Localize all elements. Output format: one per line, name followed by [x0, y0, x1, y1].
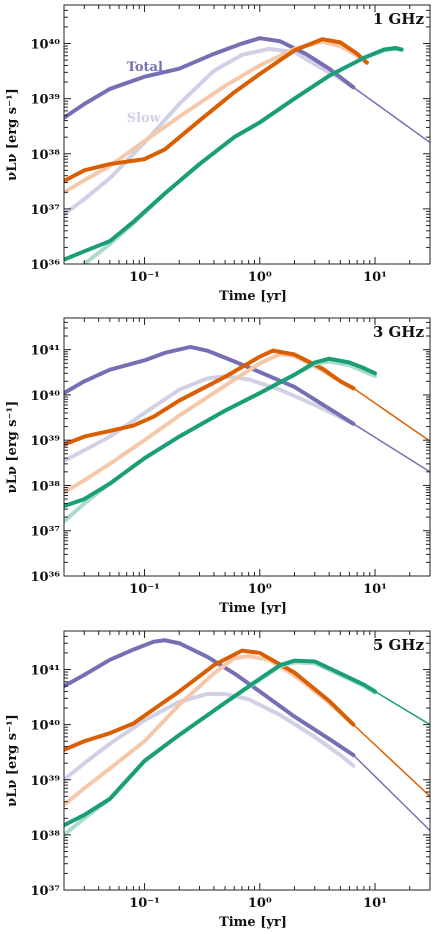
x-tick-label: 10⁻¹: [129, 582, 160, 597]
x-tick-label: 10⁻¹: [129, 270, 160, 285]
x-tick-label: 10⁰: [248, 270, 272, 285]
x-axis-label: Time [yr]: [219, 915, 287, 930]
plot-frame: [63, 630, 431, 891]
y-tick-label: 10³⁸: [31, 479, 61, 494]
y-tick-label: 10³⁶: [31, 570, 61, 585]
y-axis-label: νLν [erg s⁻¹]: [5, 714, 20, 807]
series-group: [64, 344, 430, 524]
plot-frame: [63, 4, 431, 265]
y-tick-label: 10⁴⁰: [31, 389, 61, 404]
y-tick-label: 10³⁶: [31, 258, 61, 273]
y-tick-label: 10⁴⁰: [31, 38, 61, 53]
y-tick-label: 10³⁸: [31, 829, 61, 844]
y-tick-label: 10³⁷: [31, 203, 61, 218]
y-tick-label: 10⁴¹: [31, 344, 60, 359]
x-tick-label: 10¹: [363, 582, 387, 597]
y-axis-label: νLν [erg s⁻¹]: [5, 401, 20, 494]
tick-marks: [63, 630, 431, 891]
panel-title: 3 GHz: [373, 323, 425, 341]
y-tick-label: 10³⁹: [31, 93, 61, 108]
series-line-orange: [64, 37, 369, 184]
x-tick-label: 10⁻¹: [129, 896, 160, 911]
x-axis-label: Time [yr]: [219, 601, 287, 616]
tick-marks: [63, 317, 431, 577]
y-tick-label: 10³⁹: [31, 774, 61, 789]
series-group: [64, 638, 430, 837]
y-tick-label: 10³⁷: [31, 525, 61, 540]
series-line-fast: [352, 754, 430, 832]
series-line-orange: [352, 723, 430, 798]
y-tick-label: 10⁴⁰: [31, 719, 61, 734]
series-line-slow: [64, 374, 356, 463]
x-axis-label: Time [yr]: [219, 289, 287, 304]
annotation-label: Slow: [127, 111, 162, 126]
series-line-fast: [64, 344, 356, 426]
x-tick-label: 10⁰: [248, 896, 272, 911]
series-line-orange_light: [64, 654, 356, 807]
annotation-label: Total: [127, 60, 163, 75]
y-tick-label: 10³⁷: [31, 884, 61, 899]
series-line-orange_light: [64, 39, 369, 195]
series-line-fast: [352, 423, 430, 473]
panel-title: 5 GHz: [373, 636, 425, 654]
panel-title: 1 GHz: [373, 10, 425, 28]
series-line-orange: [64, 348, 356, 447]
y-tick-label: 10⁴¹: [31, 664, 60, 679]
plot-frame: [63, 317, 431, 577]
series-line-fast: [64, 638, 356, 758]
series-line-green: [374, 690, 430, 726]
x-tick-label: 10⁰: [248, 582, 272, 597]
series-line-green_light: [64, 359, 378, 524]
y-tick-label: 10³⁹: [31, 434, 61, 449]
y-tick-label: 10³⁸: [31, 148, 61, 163]
series-line-fast: [64, 36, 356, 120]
series-line-green: [64, 658, 378, 828]
tick-marks: [63, 4, 431, 265]
chart-panel-2: 10⁻¹ 10⁰ 10¹ 10³⁶ 10³⁷ 10³⁸ 10³⁹ 10⁴⁰ 10⁴¹ Time […: [5, 317, 431, 616]
series-group: [64, 36, 430, 264]
series-line-fast: [352, 86, 430, 144]
series-line-slow: [64, 46, 356, 217]
x-tick-label: 10¹: [363, 896, 387, 911]
series-line-orange: [352, 387, 430, 442]
series-line-green: [64, 356, 378, 509]
series-line-orange_light: [64, 352, 356, 495]
series-line-orange: [64, 648, 356, 752]
chart-panel-3: 10⁻¹ 10⁰ 10¹ 10³⁷ 10³⁸ 10³⁹ 10⁴⁰ 10⁴¹ Time [yr] ν…: [5, 630, 431, 930]
series-line-slow: [64, 691, 356, 782]
y-axis-label: νLν [erg s⁻¹]: [5, 88, 20, 181]
series-line-green: [64, 45, 404, 262]
x-tick-label: 10¹: [363, 270, 387, 285]
chart-panel-1: 10⁻¹ 10⁰ 10¹ 10³⁶ 10³⁷ 10³⁸ 10³⁹ 10⁴⁰ Time [yr] ν…: [5, 4, 431, 304]
